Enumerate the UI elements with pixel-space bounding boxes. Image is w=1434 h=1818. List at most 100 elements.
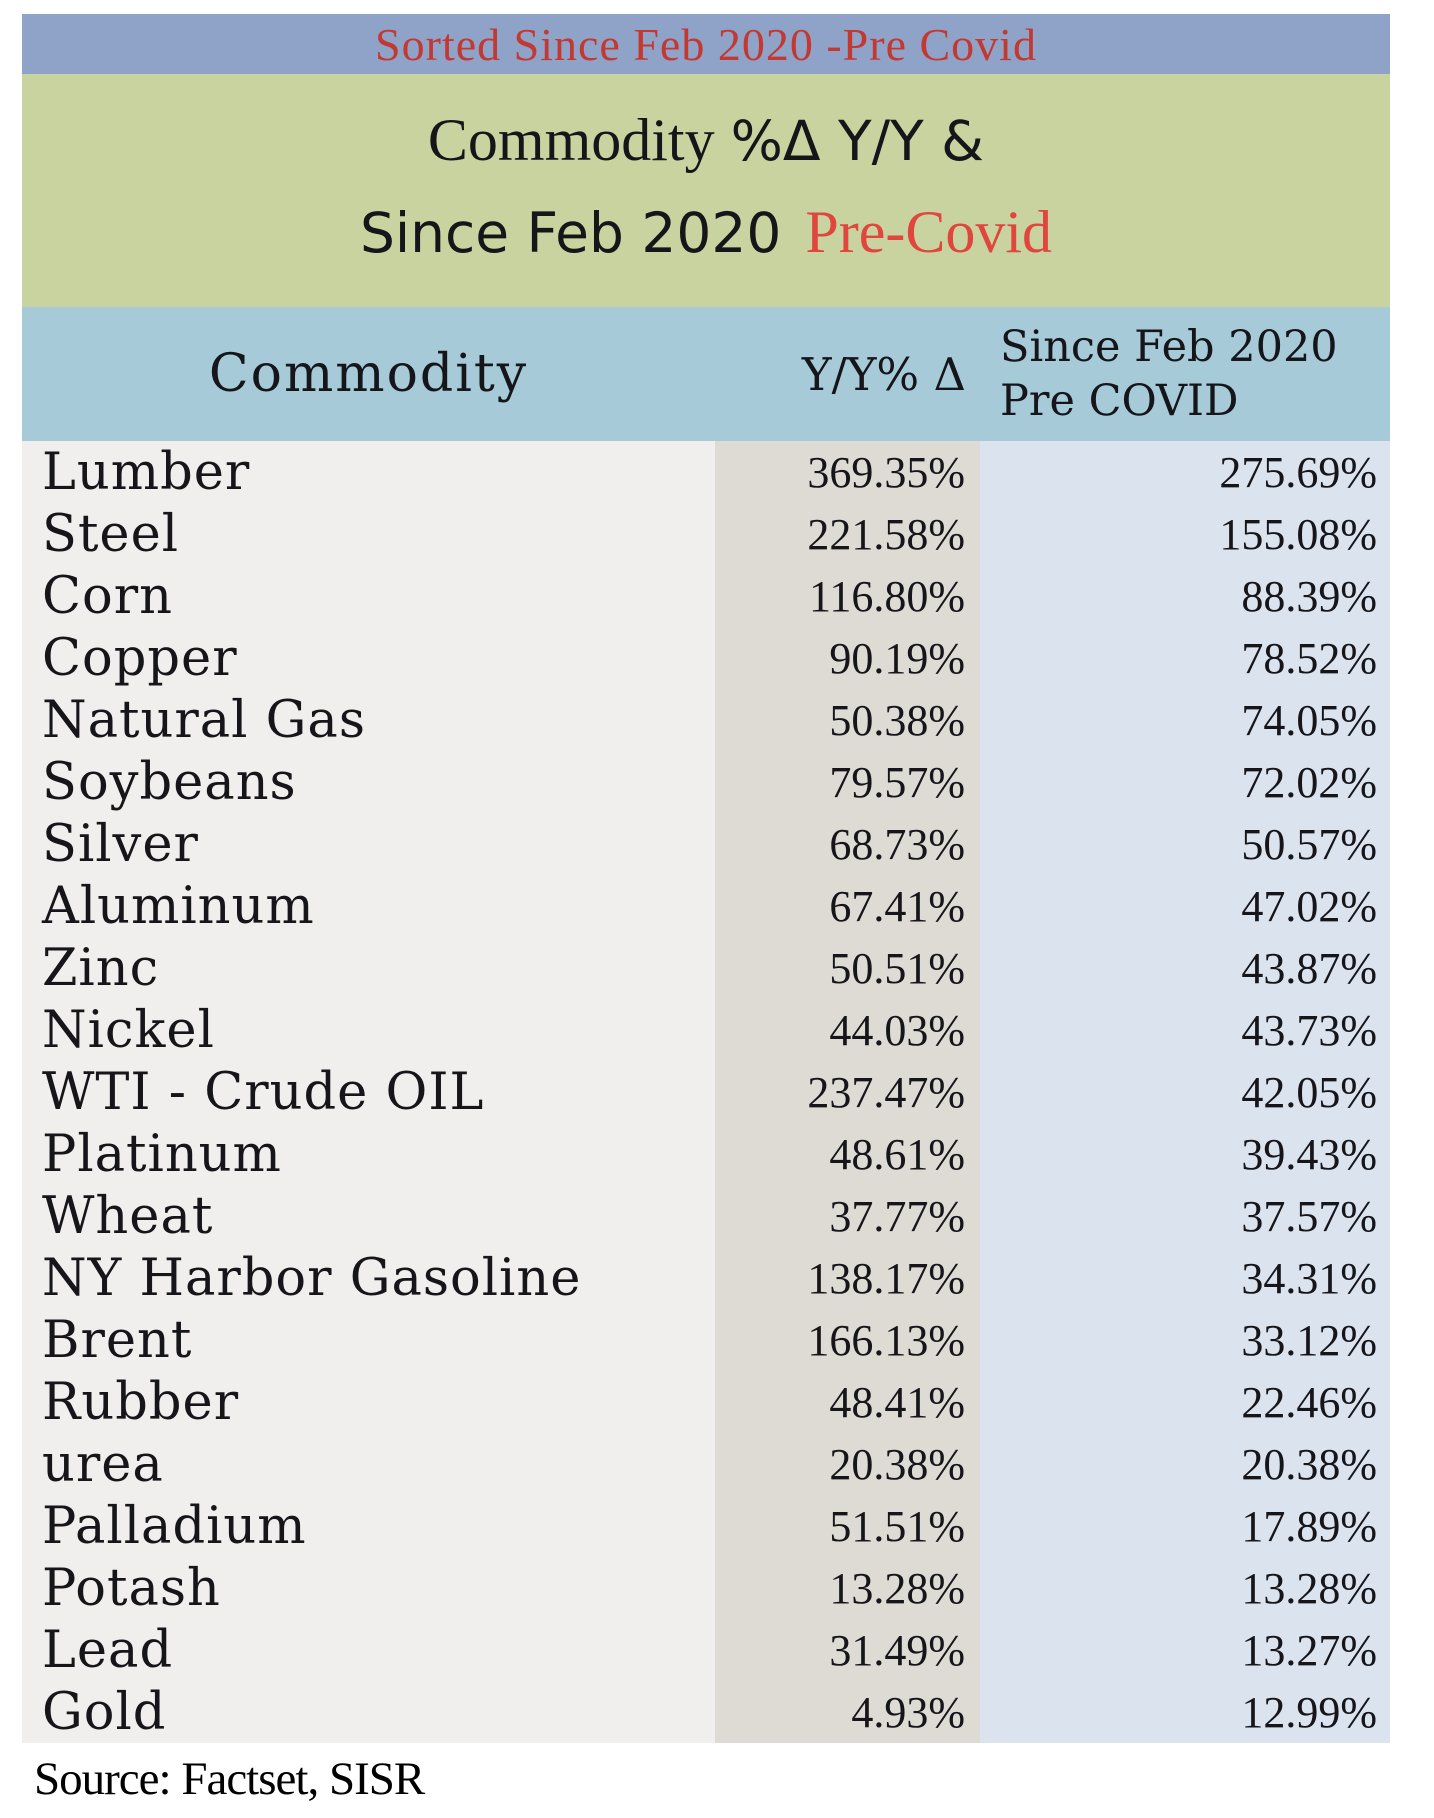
since-feb2020-value: 13.27%: [980, 1619, 1390, 1681]
commodity-name: Natural Gas: [22, 689, 715, 751]
title-line1-delta: %Δ Y/Y &: [730, 108, 985, 173]
yoy-value: 48.61%: [715, 1123, 980, 1185]
yoy-value: 31.49%: [715, 1619, 980, 1681]
yoy-value: 138.17%: [715, 1247, 980, 1309]
commodity-name: Rubber: [22, 1371, 715, 1433]
table-row: Rubber 48.41% 22.46%: [22, 1371, 1390, 1433]
commodity-name: Zinc: [22, 937, 715, 999]
commodity-name: Platinum: [22, 1123, 715, 1185]
sorted-banner: Sorted Since Feb 2020 -Pre Covid: [22, 14, 1390, 74]
table-row: Nickel 44.03% 43.73%: [22, 999, 1390, 1061]
table-row: Lead 31.49% 13.27%: [22, 1619, 1390, 1681]
title-line-2: Since Feb 2020 Pre-Covid: [360, 194, 1052, 286]
since-feb2020-value: 13.28%: [980, 1557, 1390, 1619]
commodity-name: Gold: [22, 1681, 715, 1743]
commodity-table: Sorted Since Feb 2020 -Pre Covid Commodi…: [22, 14, 1390, 1743]
since-feb2020-value: 17.89%: [980, 1495, 1390, 1557]
table-row: Silver 68.73% 50.57%: [22, 813, 1390, 875]
since-feb2020-value: 39.43%: [980, 1123, 1390, 1185]
sorted-banner-text: Sorted Since Feb 2020 -Pre Covid: [375, 18, 1037, 70]
commodity-name: Lumber: [22, 441, 715, 503]
commodity-name: Palladium: [22, 1495, 715, 1557]
table-row: Soybeans 79.57% 72.02%: [22, 751, 1390, 813]
since-feb2020-value: 50.57%: [980, 813, 1390, 875]
yoy-value: 221.58%: [715, 503, 980, 565]
table-row: Palladium 51.51% 17.89%: [22, 1495, 1390, 1557]
yoy-value: 166.13%: [715, 1309, 980, 1371]
table-row: Steel 221.58% 155.08%: [22, 503, 1390, 565]
table-row: Zinc 50.51% 43.87%: [22, 937, 1390, 999]
yoy-value: 90.19%: [715, 627, 980, 689]
commodity-name: Corn: [22, 565, 715, 627]
title-line2-since: Since Feb 2020: [359, 200, 782, 265]
yoy-value: 48.41%: [715, 1371, 980, 1433]
table-body: Lumber 369.35% 275.69% Steel 221.58% 155.08% C…: [22, 441, 1390, 1743]
table-row: Wheat 37.77% 37.57%: [22, 1185, 1390, 1247]
since-feb2020-value: 22.46%: [980, 1371, 1390, 1433]
yoy-value: 79.57%: [715, 751, 980, 813]
table-row: Aluminum 67.41% 47.02%: [22, 875, 1390, 937]
commodity-name: WTI - Crude OIL: [22, 1061, 715, 1123]
commodity-name: Brent: [22, 1309, 715, 1371]
yoy-value: 44.03%: [715, 999, 980, 1061]
header-since-line2: Pre COVID: [1000, 376, 1239, 426]
commodity-name: urea: [22, 1433, 715, 1495]
title-line-1: Commodity %Δ Y/Y &: [428, 102, 984, 194]
since-feb2020-value: 74.05%: [980, 689, 1390, 751]
source-note: Source: Factset, SISR: [34, 1753, 425, 1805]
header-commodity: Commodity: [208, 344, 529, 404]
commodity-name: NY Harbor Gasoline: [22, 1247, 715, 1309]
table-row: urea 20.38% 20.38%: [22, 1433, 1390, 1495]
table-title: Commodity %Δ Y/Y & Since Feb 2020 Pre-Covi…: [22, 74, 1390, 307]
since-feb2020-value: 43.73%: [980, 999, 1390, 1061]
since-feb2020-value: 20.38%: [980, 1433, 1390, 1495]
yoy-value: 37.77%: [715, 1185, 980, 1247]
header-yoy: Y/Y% Δ: [801, 347, 966, 401]
table-row: Lumber 369.35% 275.69%: [22, 441, 1390, 503]
yoy-value: 116.80%: [715, 565, 980, 627]
since-feb2020-value: 88.39%: [980, 565, 1390, 627]
since-feb2020-value: 275.69%: [980, 441, 1390, 503]
commodity-name: Silver: [22, 813, 715, 875]
table-row: Natural Gas 50.38% 74.05%: [22, 689, 1390, 751]
commodity-name: Steel: [22, 503, 715, 565]
since-feb2020-value: 12.99%: [980, 1681, 1390, 1743]
yoy-value: 51.51%: [715, 1495, 980, 1557]
commodity-name: Aluminum: [22, 875, 715, 937]
commodity-name: Wheat: [22, 1185, 715, 1247]
commodity-name: Soybeans: [22, 751, 715, 813]
table-row: Potash 13.28% 13.28%: [22, 1557, 1390, 1619]
table-row: Brent 166.13% 33.12%: [22, 1309, 1390, 1371]
since-feb2020-value: 47.02%: [980, 875, 1390, 937]
title-line1-commodity: Commodity: [427, 106, 715, 173]
commodity-name: Potash: [22, 1557, 715, 1619]
header-since: Since Feb 2020 Pre COVID: [980, 320, 1390, 428]
yoy-value: 50.51%: [715, 937, 980, 999]
commodity-name: Copper: [22, 627, 715, 689]
since-feb2020-value: 42.05%: [980, 1061, 1390, 1123]
table-row: Corn 116.80% 88.39%: [22, 565, 1390, 627]
yoy-value: 13.28%: [715, 1557, 980, 1619]
table-row: WTI - Crude OIL 237.47% 42.05%: [22, 1061, 1390, 1123]
yoy-value: 4.93%: [715, 1681, 980, 1743]
table-row: Gold 4.93% 12.99%: [22, 1681, 1390, 1743]
yoy-value: 50.38%: [715, 689, 980, 751]
since-feb2020-value: 43.87%: [980, 937, 1390, 999]
yoy-value: 68.73%: [715, 813, 980, 875]
header-since-line1: Since Feb 2020: [1000, 322, 1338, 372]
yoy-value: 237.47%: [715, 1061, 980, 1123]
commodity-name: Lead: [22, 1619, 715, 1681]
yoy-value: 369.35%: [715, 441, 980, 503]
since-feb2020-value: 78.52%: [980, 627, 1390, 689]
table-row: Copper 90.19% 78.52%: [22, 627, 1390, 689]
table-header-row: Commodity Y/Y% Δ Since Feb 2020 Pre COVI…: [22, 307, 1390, 441]
since-feb2020-value: 72.02%: [980, 751, 1390, 813]
table-row: Platinum 48.61% 39.43%: [22, 1123, 1390, 1185]
table-row: NY Harbor Gasoline 138.17% 34.31%: [22, 1247, 1390, 1309]
since-feb2020-value: 155.08%: [980, 503, 1390, 565]
since-feb2020-value: 34.31%: [980, 1247, 1390, 1309]
since-feb2020-value: 33.12%: [980, 1309, 1390, 1371]
since-feb2020-value: 37.57%: [980, 1185, 1390, 1247]
commodity-name: Nickel: [22, 999, 715, 1061]
